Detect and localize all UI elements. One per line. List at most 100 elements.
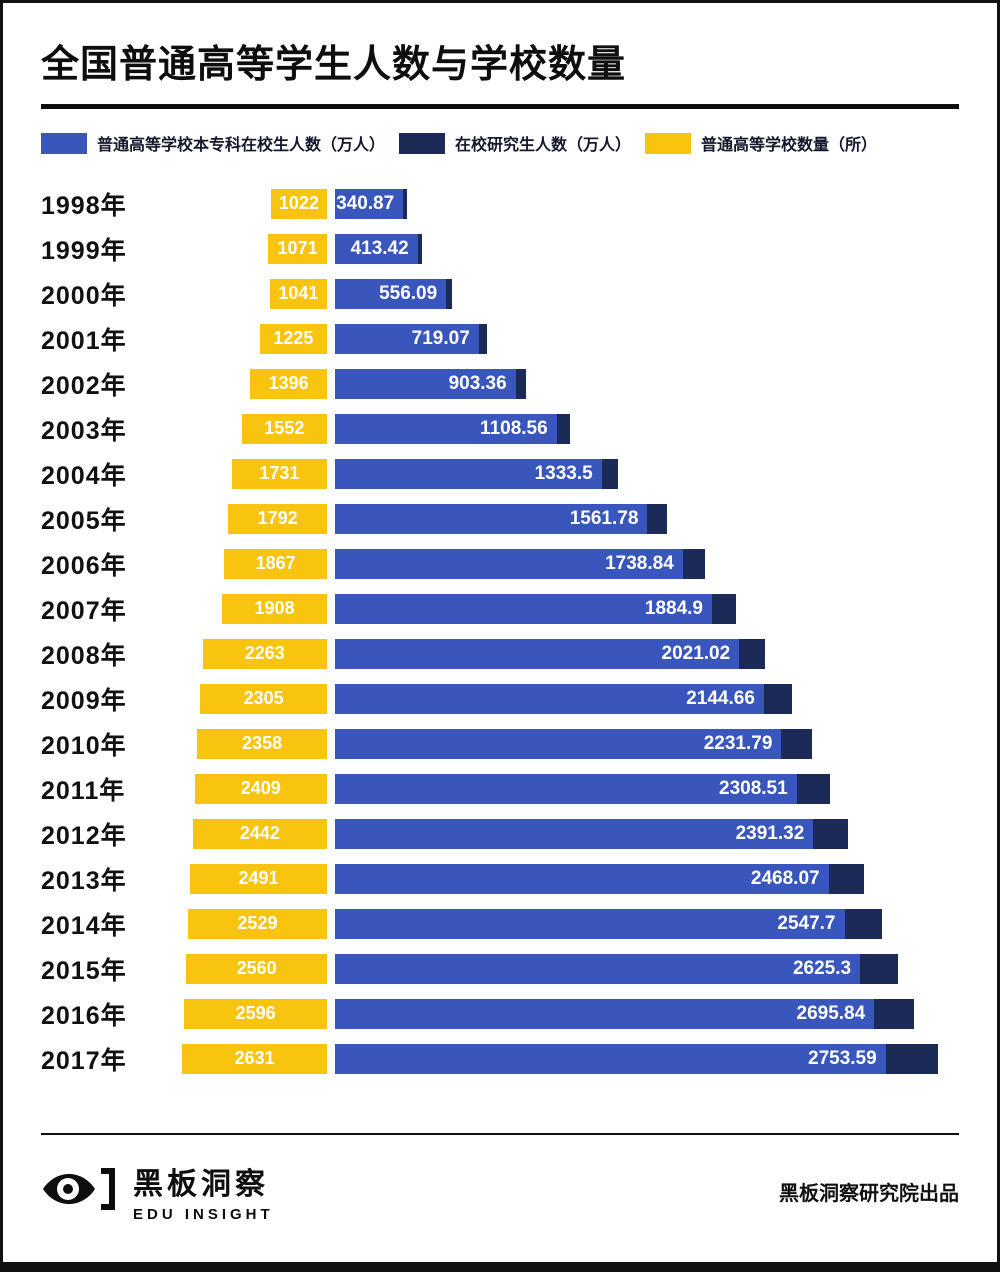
undergrad-value: 413.42 <box>350 237 409 259</box>
school-bar-area: 1908 <box>159 593 327 624</box>
grad-bar <box>763 683 792 714</box>
grad-bar <box>860 953 899 984</box>
school-bar-area: 2631 <box>159 1043 327 1074</box>
undergrad-value: 2308.51 <box>719 777 788 799</box>
school-count-value: 2409 <box>240 778 281 798</box>
chart-row: 2005年 1792 1561.78 <box>41 496 959 541</box>
undergrad-bar: 1738.84 <box>335 548 683 579</box>
year-label: 2017年 <box>41 1046 127 1075</box>
undergrad-bar: 2231.79 <box>335 728 782 759</box>
grad-bar <box>739 638 765 669</box>
student-bar-area: 2625.3 <box>335 953 959 984</box>
undergrad-value: 2547.7 <box>777 912 836 934</box>
undergrad-value: 1884.9 <box>644 597 703 619</box>
student-bar-area: 1884.9 <box>335 593 959 624</box>
undergrad-value: 556.09 <box>379 282 438 304</box>
year-label: 2008年 <box>41 641 127 670</box>
grad-bar <box>446 278 453 309</box>
undergrad-bar: 1108.56 <box>335 413 557 444</box>
year-label: 2003年 <box>41 416 127 445</box>
year-label: 2012年 <box>41 821 127 850</box>
school-count-value: 2305 <box>243 688 284 708</box>
chart-row: 1998年 1022 340.87 <box>41 181 959 226</box>
school-count-bar: 2305 <box>200 683 327 714</box>
student-bar-area: 2468.07 <box>335 863 959 894</box>
school-count-value: 2596 <box>235 1003 276 1023</box>
school-bar-area: 1225 <box>159 323 327 354</box>
chart-row: 2012年 2442 2391.32 <box>41 811 959 856</box>
school-count-bar: 2631 <box>182 1043 327 1074</box>
school-count-bar: 1041 <box>269 278 327 309</box>
year-label: 1998年 <box>41 191 127 220</box>
school-count-value: 2491 <box>238 868 279 888</box>
grad-bar <box>712 593 736 624</box>
school-count-bar: 1071 <box>268 233 327 264</box>
undergrad-value: 2021.02 <box>661 642 731 664</box>
credit-text: 黑板洞察研究院出品 <box>779 1182 959 1205</box>
student-bar-area: 2391.32 <box>335 818 959 849</box>
chart-row: 2001年 1225 719.07 <box>41 316 959 361</box>
undergrad-value: 2144.66 <box>686 687 755 709</box>
school-bar-area: 1396 <box>159 368 327 399</box>
footer: 黑板洞察 EDU INSIGHT 黑板洞察研究院出品 <box>41 1159 959 1249</box>
student-bar-area: 1738.84 <box>335 548 959 579</box>
school-bar-area: 2529 <box>159 908 327 939</box>
student-bar-area: 2695.84 <box>335 998 959 1029</box>
year-label: 2005年 <box>41 506 127 535</box>
grad-bar <box>813 818 848 849</box>
school-count-bar: 2358 <box>197 728 327 759</box>
legend: 普通高等学校本专科在校生人数（万人） 在校研究生人数（万人） 普通高等学校数量（… <box>41 131 959 155</box>
year-label: 2002年 <box>41 371 127 400</box>
school-count-value: 1908 <box>254 598 295 618</box>
year-label: 2004年 <box>41 461 127 490</box>
undergrad-bar: 413.42 <box>335 233 418 264</box>
chart-row: 2008年 2263 2021.02 <box>41 631 959 676</box>
chart-row: 2009年 2305 2144.66 <box>41 676 959 721</box>
undergrad-bar: 719.07 <box>335 323 479 354</box>
student-bar-area: 1108.56 <box>335 413 959 444</box>
year-label: 2010年 <box>41 731 127 760</box>
school-count-value: 1071 <box>277 238 318 258</box>
school-bar-area: 1792 <box>159 503 327 534</box>
undergrad-bar: 2021.02 <box>335 638 740 669</box>
legend-swatch-schools <box>645 132 692 154</box>
student-bar-area: 2308.51 <box>335 773 959 804</box>
undergrad-bar: 903.36 <box>335 368 516 399</box>
chart-row: 2015年 2560 2625.3 <box>41 946 959 991</box>
undergrad-bar: 340.87 <box>335 188 404 219</box>
undergrad-bar: 2547.7 <box>335 908 845 939</box>
undergrad-bar: 2753.59 <box>335 1043 886 1074</box>
undergrad-bar: 1884.9 <box>335 593 712 624</box>
grad-bar <box>556 413 570 444</box>
student-bar-area: 2547.7 <box>335 908 959 939</box>
undergrad-value: 1561.78 <box>569 507 639 529</box>
undergrad-value: 1738.84 <box>605 552 674 574</box>
chart-row: 2007年 1908 1884.9 <box>41 586 959 631</box>
grad-bar <box>478 323 487 354</box>
chart-row: 2013年 2491 2468.07 <box>41 856 959 901</box>
grad-bar <box>515 368 526 399</box>
student-bar-area: 1333.5 <box>335 458 959 489</box>
undergrad-bar: 1333.5 <box>335 458 602 489</box>
undergrad-value: 2231.79 <box>703 732 773 754</box>
grad-bar <box>781 728 813 759</box>
undergrad-bar: 2308.51 <box>335 773 797 804</box>
school-count-value: 1225 <box>273 328 314 348</box>
grad-bar <box>682 548 705 579</box>
school-count-value: 1041 <box>278 283 319 303</box>
school-count-value: 2263 <box>244 643 285 663</box>
year-label: 1999年 <box>41 236 127 265</box>
school-bar-area: 2263 <box>159 638 327 669</box>
school-count-bar: 2442 <box>192 818 327 849</box>
school-bar-area: 2491 <box>159 863 327 894</box>
legend-label-schools: 普通高等学校数量（所） <box>701 137 878 154</box>
school-count-bar: 1396 <box>250 368 327 399</box>
undergrad-value: 2625.3 <box>792 957 852 979</box>
student-bar-area: 413.42 <box>335 233 959 264</box>
content-area: 全国普通高等学生人数与学校数量 普通高等学校本专科在校生人数（万人） 在校研究生… <box>3 3 997 1262</box>
chart-row: 2004年 1731 1333.5 <box>41 451 959 496</box>
year-label: 2014年 <box>41 911 127 940</box>
chart-row: 2011年 2409 2308.51 <box>41 766 959 811</box>
grad-bar <box>796 773 830 804</box>
